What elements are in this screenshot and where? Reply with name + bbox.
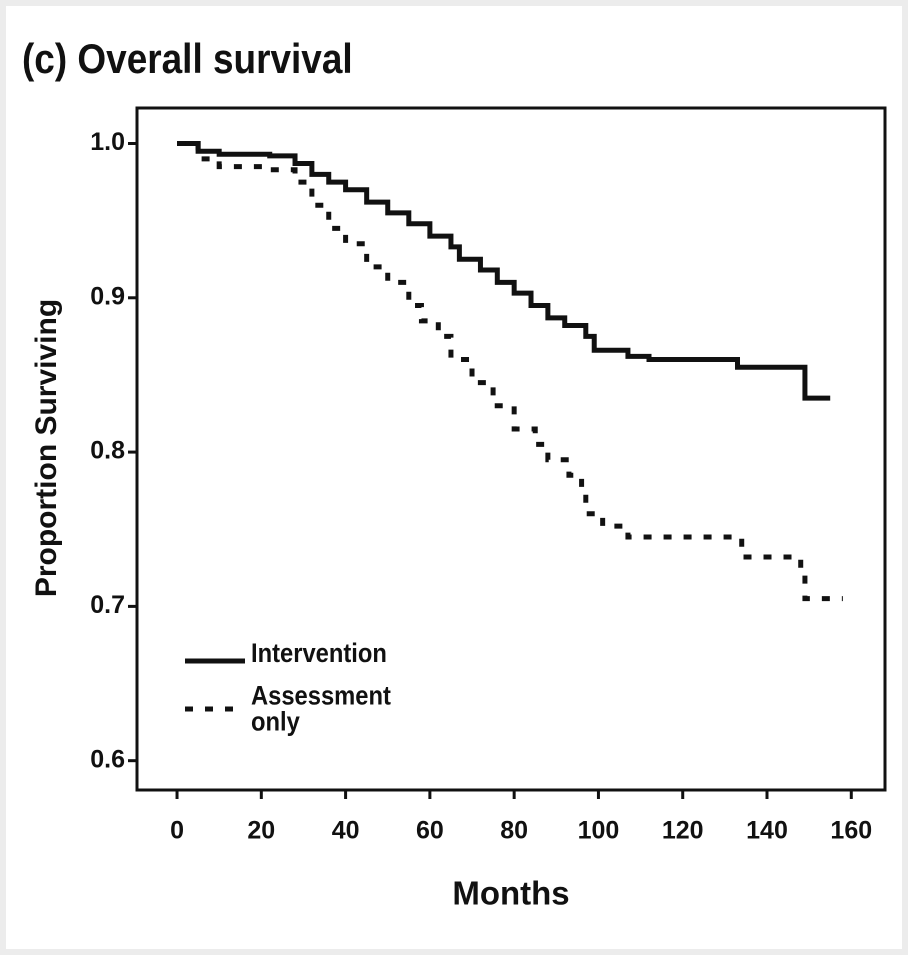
survival-line	[177, 140, 843, 602]
x-axis-label: Months	[452, 875, 569, 912]
y-tick-label: 1.0	[90, 128, 125, 156]
survival-line	[177, 140, 831, 401]
x-tick-label: 60	[416, 817, 444, 845]
x-tick-label: 120	[662, 817, 704, 845]
x-tick-label: 140	[746, 817, 788, 845]
legend-label: Assessment only	[251, 681, 391, 737]
x-tick-label: 40	[332, 817, 360, 845]
x-tick-label: 160	[830, 817, 872, 845]
x-tick-label: 0	[170, 817, 184, 845]
chart-title: (c) Overall survival	[22, 36, 353, 83]
legend-label: Intervention	[251, 639, 387, 669]
x-tick-label: 100	[578, 817, 620, 845]
y-tick-label: 0.6	[90, 745, 125, 773]
x-tick-label: 20	[247, 817, 275, 845]
y-tick-label: 0.7	[90, 591, 125, 619]
y-axis-label: Proportion Surviving	[30, 299, 63, 597]
y-tick-label: 0.8	[90, 437, 125, 465]
panel	[6, 6, 902, 949]
y-tick-label: 0.9	[90, 282, 125, 310]
x-tick-label: 80	[500, 817, 528, 845]
plot-frame	[135, 106, 887, 792]
